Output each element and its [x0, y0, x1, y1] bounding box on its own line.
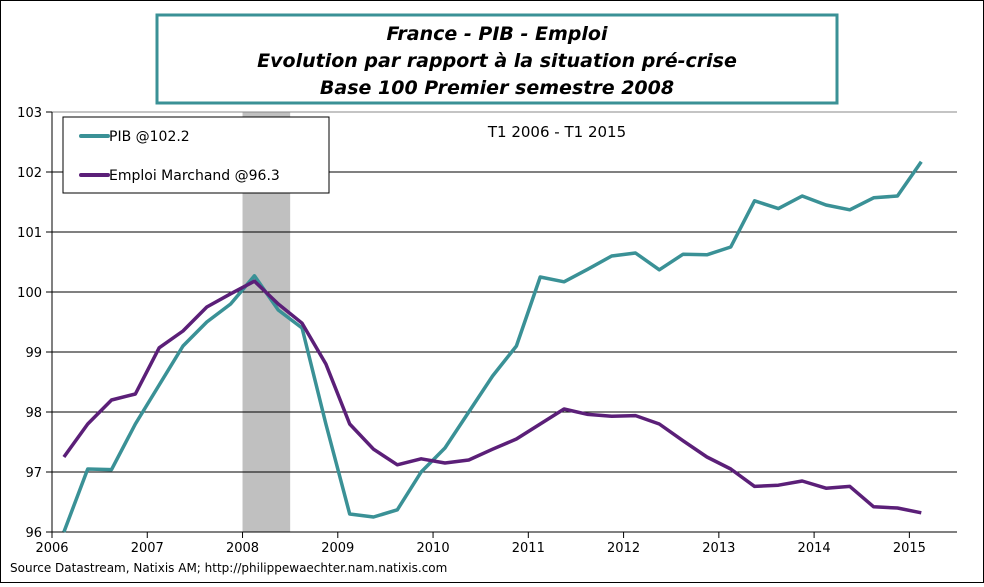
- title-line-2: Evolution par rapport à la situation pré…: [257, 50, 737, 72]
- y-tick-label: 97: [25, 466, 42, 481]
- x-tick-label: 2015: [893, 541, 926, 556]
- x-tick-label: 2009: [321, 541, 354, 556]
- series-line-emploi: [62, 279, 922, 515]
- x-tick-label: 2013: [702, 541, 735, 556]
- y-tick-label: 99: [25, 346, 42, 361]
- title-box: France - PIB - Emploi Evolution par rapp…: [155, 13, 839, 105]
- x-tick-label: 2012: [607, 541, 640, 556]
- y-tick-label: 103: [17, 106, 42, 121]
- x-tick-label: 2011: [512, 541, 545, 556]
- title-line-1: France - PIB - Emploi: [387, 23, 608, 45]
- y-tick-label: 102: [17, 166, 42, 181]
- y-tick-label: 100: [17, 286, 42, 301]
- title-line-3: Base 100 Premier semestre 2008: [320, 77, 674, 99]
- y-tick-label: 101: [17, 226, 42, 241]
- legend-label-emploi: Emploi Marchand @96.3: [109, 168, 280, 184]
- y-tick-label: 96: [25, 526, 42, 541]
- x-tick-label: 2014: [798, 541, 831, 556]
- x-tick-label: 2008: [226, 541, 259, 556]
- x-tick-label: 2010: [417, 541, 450, 556]
- source-note: Source Datastream, Natixis AM; http://ph…: [10, 561, 447, 575]
- series-line-pib: [62, 160, 923, 533]
- x-tick-label: 2007: [131, 541, 164, 556]
- y-tick-label: 98: [25, 406, 42, 421]
- legend-label-pib: PIB @102.2: [109, 129, 190, 145]
- legend: PIB @102.2 Emploi Marchand @96.3: [62, 116, 330, 194]
- period-annotation: T1 2006 - T1 2015: [487, 123, 626, 141]
- x-tick-label: 2006: [35, 541, 68, 556]
